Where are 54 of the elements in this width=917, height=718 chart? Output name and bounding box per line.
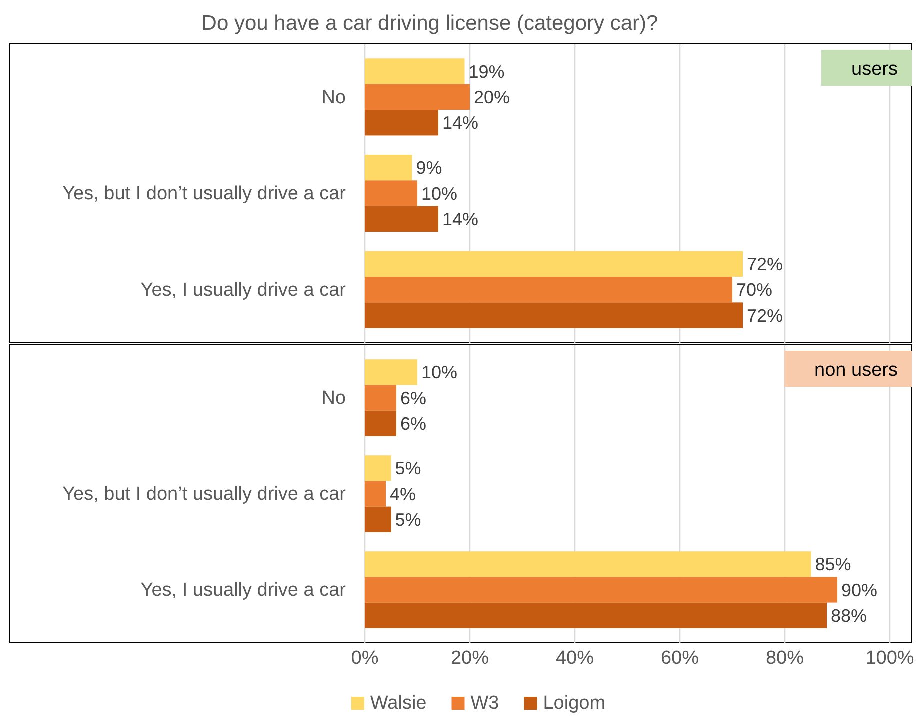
bar bbox=[365, 552, 812, 578]
x-tick-label: 60% bbox=[660, 648, 700, 669]
annotation: users bbox=[852, 59, 898, 80]
bar bbox=[365, 154, 412, 181]
data-label: 14% bbox=[442, 209, 479, 230]
bar bbox=[365, 180, 418, 206]
data-label: 5% bbox=[395, 458, 422, 479]
data-label: 10% bbox=[422, 184, 458, 204]
bar bbox=[365, 385, 396, 411]
y-tick-label: Yes, but I don’t usually drive a car bbox=[62, 184, 347, 205]
bar bbox=[365, 276, 732, 303]
bar bbox=[365, 410, 396, 436]
bar bbox=[365, 84, 470, 110]
data-label: 88% bbox=[831, 606, 868, 626]
bar bbox=[365, 577, 838, 603]
bar bbox=[365, 360, 418, 386]
data-label: 5% bbox=[395, 510, 422, 530]
annotation: non users bbox=[814, 360, 898, 381]
bar bbox=[365, 110, 438, 136]
bar bbox=[365, 456, 392, 482]
x-tick-label: 20% bbox=[450, 648, 490, 669]
bar bbox=[365, 302, 743, 328]
x-tick-label: 80% bbox=[766, 648, 804, 669]
bar bbox=[365, 506, 392, 532]
data-label: 20% bbox=[474, 87, 510, 108]
data-label: 10% bbox=[422, 362, 458, 383]
data-label: 14% bbox=[442, 113, 479, 134]
legend-label: Loigom bbox=[543, 693, 606, 714]
x-tick-label: 0% bbox=[351, 648, 379, 669]
y-tick-label: No bbox=[322, 388, 346, 410]
legend-label: W3 bbox=[470, 693, 500, 714]
bar bbox=[365, 602, 827, 628]
bar bbox=[365, 206, 438, 232]
data-label: 6% bbox=[400, 414, 427, 434]
bar bbox=[365, 251, 743, 277]
y-tick-label: No bbox=[322, 87, 346, 108]
legend-label: Walsie bbox=[370, 693, 427, 714]
data-label: 72% bbox=[747, 306, 784, 326]
x-tick-label: 100% bbox=[866, 648, 914, 669]
y-tick-label: Yes, but I don’t usually drive a car bbox=[62, 484, 347, 506]
y-tick-label: Yes, I usually drive a car bbox=[140, 280, 347, 301]
data-label: 90% bbox=[842, 580, 878, 600]
data-label: 19% bbox=[468, 62, 505, 82]
data-label: 6% bbox=[400, 388, 427, 408]
y-tick-label: Yes, I usually drive a car bbox=[140, 580, 347, 602]
bar bbox=[365, 481, 386, 507]
data-label: 9% bbox=[416, 158, 442, 178]
data-label: 4% bbox=[390, 484, 416, 504]
x-tick-label: 40% bbox=[556, 648, 594, 669]
data-label: 72% bbox=[747, 254, 784, 274]
chart-title: Do you have a car driving license (category car)? bbox=[202, 12, 658, 35]
data-label: 70% bbox=[736, 280, 773, 300]
bar bbox=[365, 58, 465, 84]
data-label: 85% bbox=[815, 554, 852, 575]
